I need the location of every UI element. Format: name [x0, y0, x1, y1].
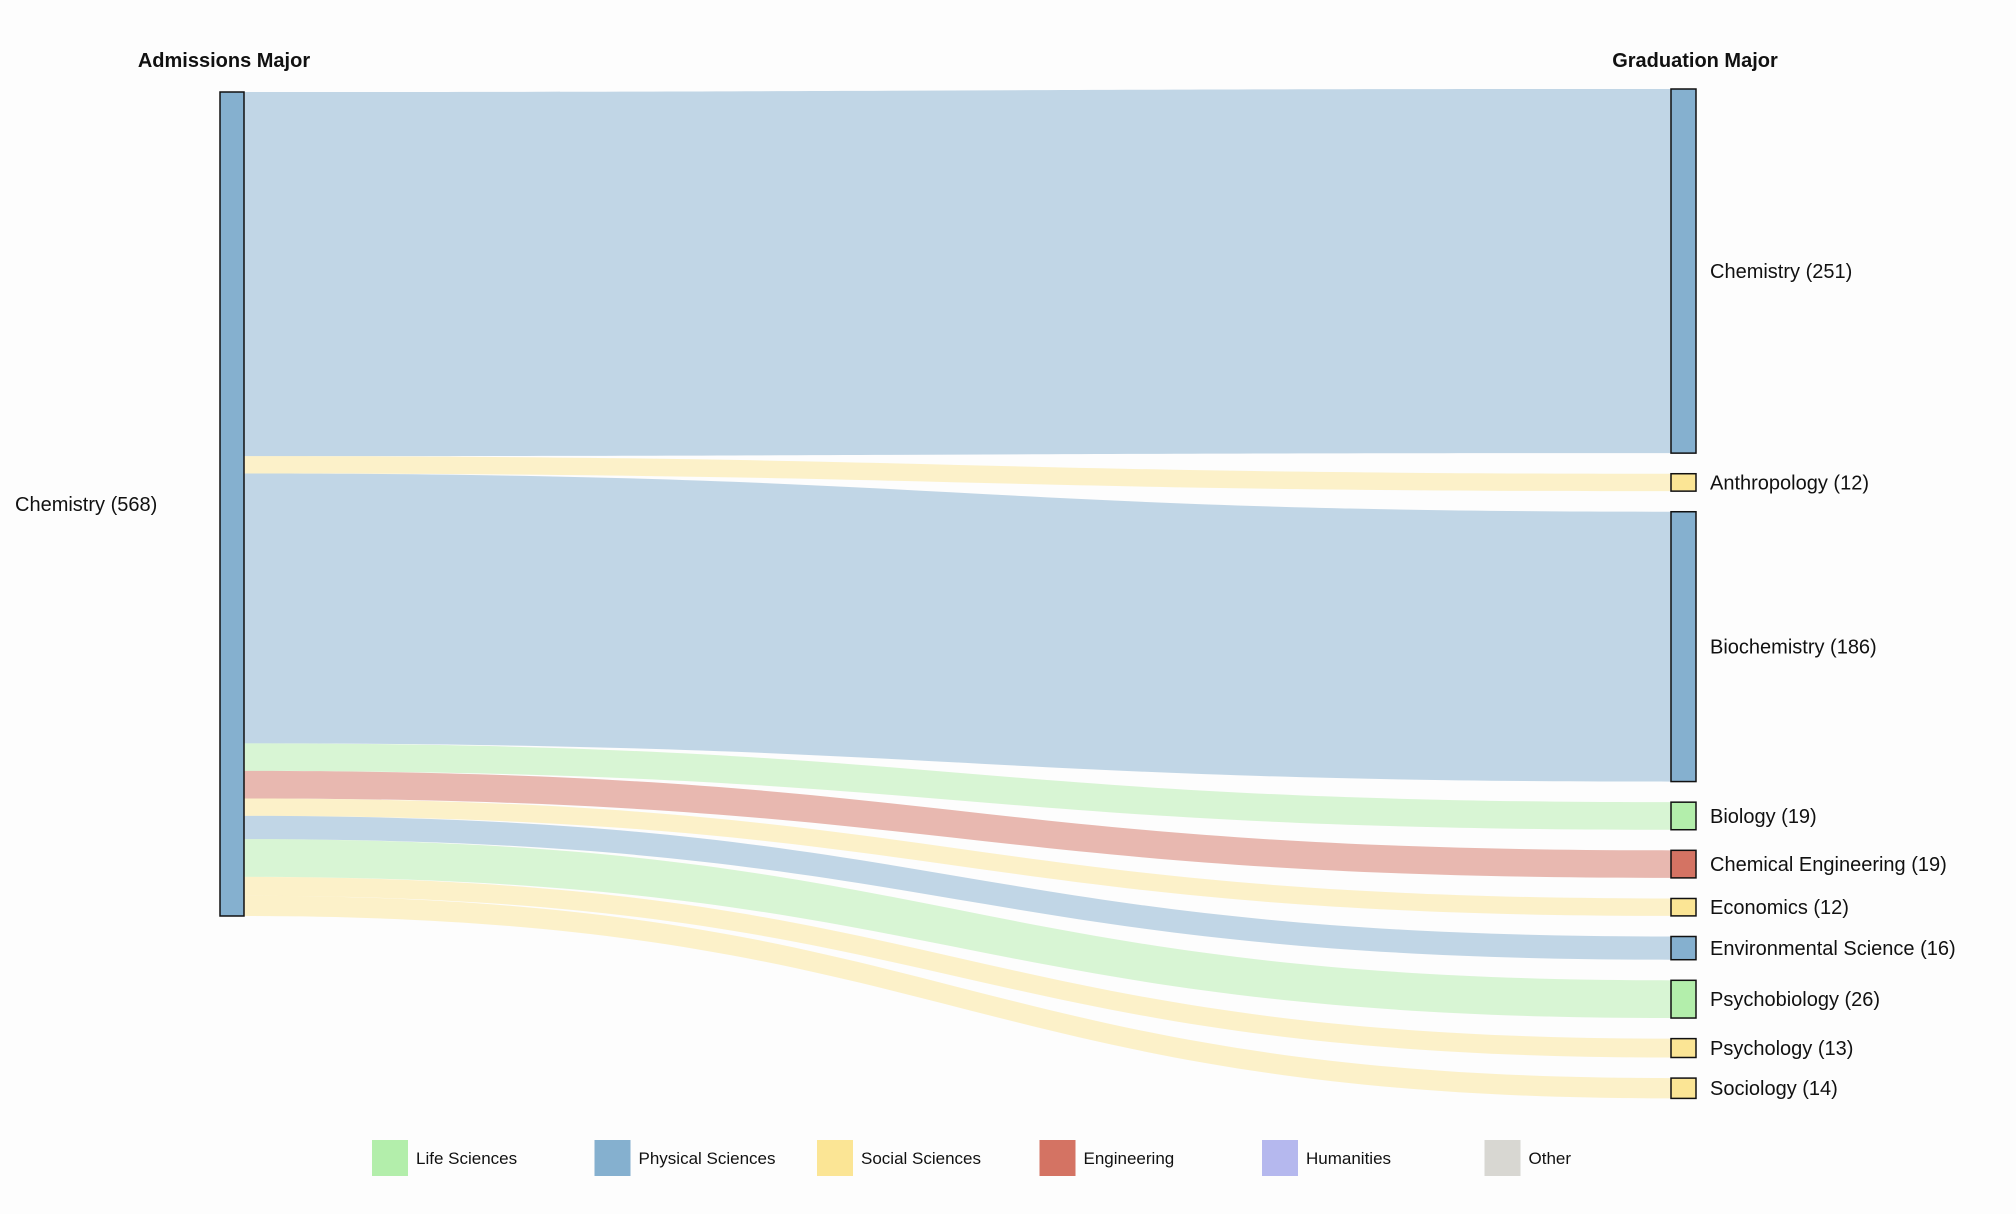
legend-swatch	[1039, 1140, 1076, 1176]
target-node	[1670, 88, 1697, 454]
link-economics	[244, 798, 1671, 916]
link-biochemistry	[244, 473, 1671, 782]
link-chemical-engineering	[244, 770, 1671, 878]
legend-label: Engineering	[1084, 1149, 1175, 1168]
target-node	[1670, 935, 1697, 961]
right-header: Graduation Major	[1612, 50, 1778, 72]
target-node	[1670, 472, 1697, 492]
legend-label: Social Sciences	[861, 1149, 981, 1168]
target-node	[1670, 979, 1697, 1019]
link-biology	[244, 743, 1671, 830]
source-node	[219, 91, 245, 917]
source-label: Chemistry (568)	[15, 494, 157, 516]
target-label: Sociology (14)	[1710, 1078, 1838, 1100]
link-sociology	[244, 895, 1671, 1099]
target-node	[1670, 897, 1697, 917]
target-node	[1670, 801, 1697, 831]
target-label: Biochemistry (186)	[1710, 637, 1877, 659]
target-label: Biology (19)	[1710, 806, 1817, 828]
target-node	[1670, 1077, 1697, 1100]
legend-swatch	[817, 1140, 853, 1176]
legend-swatch	[594, 1140, 631, 1176]
legend-swatch	[372, 1140, 408, 1176]
link-psychology	[244, 876, 1671, 1058]
target-label: Psychology (13)	[1710, 1038, 1853, 1060]
legend-label: Physical Sciences	[639, 1149, 776, 1168]
target-node	[1670, 510, 1697, 783]
target-label: Psychobiology (26)	[1710, 989, 1880, 1011]
link-environmental-science	[244, 815, 1671, 960]
link-anthropology	[244, 456, 1671, 492]
target-label: Chemistry (251)	[1710, 261, 1852, 283]
target-label: Chemical Engineering (19)	[1710, 854, 1947, 876]
target-node	[1670, 849, 1697, 879]
legend-swatch	[1262, 1140, 1298, 1176]
links	[244, 89, 1671, 1099]
left-header: Admissions Major	[138, 50, 310, 72]
legend: Life Sciences Physical Sciences Social Sci…	[372, 1140, 1571, 1176]
link-chemistry	[244, 89, 1671, 457]
target-node	[1670, 1037, 1697, 1059]
target-label: Anthropology (12)	[1710, 472, 1869, 494]
link-psychobiology	[244, 839, 1671, 1019]
target-label: Economics (12)	[1710, 897, 1849, 919]
legend-swatch	[1484, 1140, 1521, 1176]
nodes: Chemistry (251) Anthropology (12) Biochemi…	[219, 88, 1956, 1100]
legend-label: Other	[1529, 1149, 1572, 1168]
legend-label: Humanities	[1306, 1149, 1391, 1168]
target-label: Environmental Science (16)	[1710, 938, 1956, 960]
legend-label: Life Sciences	[416, 1149, 517, 1168]
